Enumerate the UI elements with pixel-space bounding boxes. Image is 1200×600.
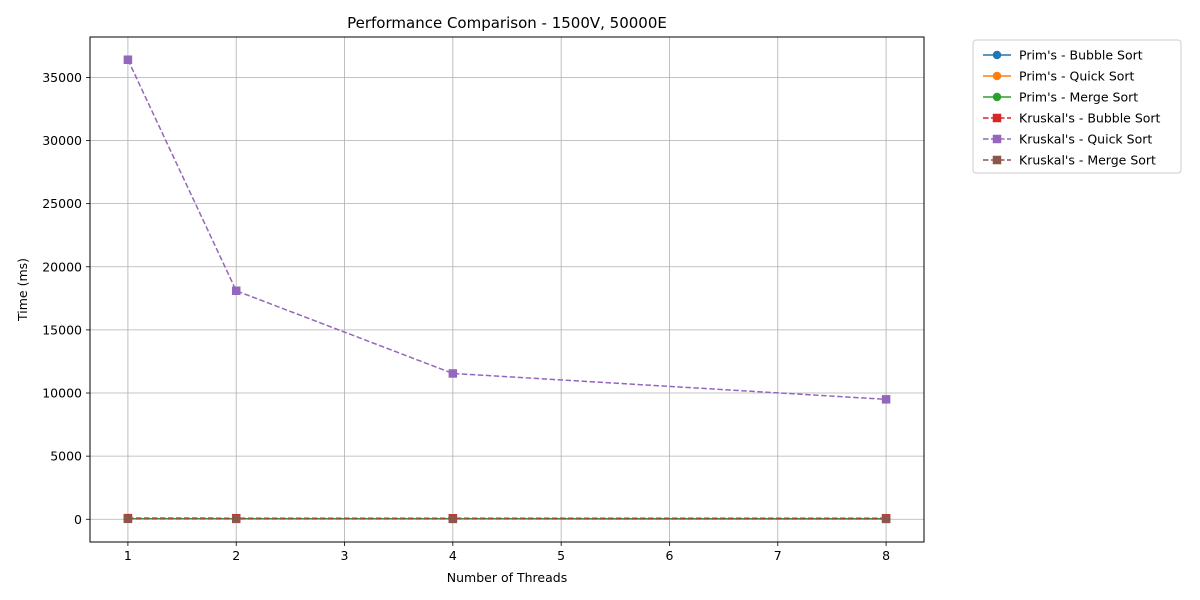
y-tick-label: 25000 <box>42 196 82 211</box>
legend-marker <box>992 92 1002 102</box>
data-point <box>231 286 241 296</box>
data-point <box>123 55 133 64</box>
series-group <box>123 55 891 524</box>
legend-label: Prim's - Quick Sort <box>1019 69 1135 84</box>
y-tick-label: 35000 <box>42 70 82 85</box>
legend-frame <box>972 39 1182 174</box>
legend-item-5: Kruskal's - Quick Sort <box>983 132 1152 147</box>
legend-item-6: Kruskal's - Merge Sort <box>983 153 1156 168</box>
series-line <box>127 59 887 401</box>
y-tick-label: 15000 <box>42 322 82 337</box>
y-tick-label: 10000 <box>42 386 82 401</box>
legend-marker <box>992 50 1002 60</box>
data-point <box>231 514 241 524</box>
legend-item-2: Prim's - Quick Sort <box>983 69 1135 84</box>
x-tick-label: 2 <box>232 548 240 563</box>
legend: Prim's - Bubble Sort Prim's - Quick Sort P… <box>972 39 1182 174</box>
x-tick-label: 7 <box>774 548 782 563</box>
legend-label: Prim's - Merge Sort <box>1019 90 1138 105</box>
x-tick-label: 5 <box>557 548 565 563</box>
series-5 <box>123 55 891 404</box>
x-axis-label: Number of Threads <box>447 570 567 585</box>
legend-label: Kruskal's - Bubble Sort <box>1019 111 1161 126</box>
x-tick-label: 8 <box>882 548 890 563</box>
axis-ticks: 1 2 3 4 5 6 7 8 0 5000 10000 15000 20000 25000 30000 35… <box>42 70 890 563</box>
legend-item-3: Prim's - Merge Sort <box>983 90 1138 105</box>
y-tick-label: 30000 <box>42 133 82 148</box>
y-tick-label: 20000 <box>42 259 82 274</box>
legend-label: Prim's - Bubble Sort <box>1019 48 1143 63</box>
legend-marker <box>992 71 1002 81</box>
y-axis-label: Time (ms) <box>15 258 30 322</box>
series-6 <box>123 514 891 524</box>
y-tick-label: 0 <box>74 512 82 527</box>
x-tick-label: 1 <box>124 548 132 563</box>
data-point <box>881 514 891 524</box>
legend-marker <box>992 134 1002 144</box>
data-point <box>123 514 133 524</box>
x-tick-label: 4 <box>449 548 457 563</box>
legend-marker <box>992 155 1002 165</box>
legend-label: Kruskal's - Quick Sort <box>1019 132 1152 147</box>
data-point <box>448 369 458 378</box>
legend-marker <box>992 113 1002 123</box>
y-tick-label: 5000 <box>50 449 82 464</box>
x-tick-label: 3 <box>341 548 349 563</box>
data-point <box>881 395 891 404</box>
x-tick-label: 6 <box>665 548 673 563</box>
chart-title: Performance Comparison - 1500V, 50000E <box>347 14 667 32</box>
legend-item-1: Prim's - Bubble Sort <box>983 48 1143 63</box>
plot-frame <box>89 36 925 543</box>
legend-item-4: Kruskal's - Bubble Sort <box>983 111 1161 126</box>
legend-label: Kruskal's - Merge Sort <box>1019 153 1156 168</box>
data-point <box>448 514 458 524</box>
